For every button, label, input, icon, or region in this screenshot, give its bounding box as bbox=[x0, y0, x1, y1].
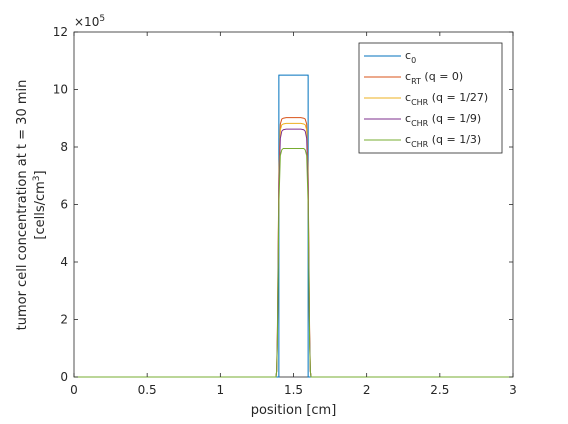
y-tick-label: 0 bbox=[60, 370, 68, 384]
y-tick-label: 4 bbox=[60, 255, 68, 269]
x-tick-label: 2.5 bbox=[430, 383, 449, 397]
legend-label-tail: (q = 1/9) bbox=[428, 112, 481, 125]
x-tick-label: 0.5 bbox=[138, 383, 157, 397]
series-layer bbox=[74, 74, 513, 378]
legend-label-sub: CHR bbox=[411, 98, 429, 107]
x-tick-label: 1 bbox=[217, 383, 225, 397]
y-axis-label: tumor cell concentration at t = 30 min [… bbox=[15, 80, 48, 331]
series-line-4 bbox=[74, 147, 513, 378]
legend-label-4: cCHR (q = 1/3) bbox=[405, 133, 481, 149]
x-axis-label: position [cm] bbox=[251, 403, 337, 418]
legend-label-sub: 0 bbox=[411, 56, 416, 65]
legend-label-1: cRT (q = 0) bbox=[405, 70, 463, 86]
x-tick-label: 2 bbox=[363, 383, 371, 397]
y-tick-label: 2 bbox=[60, 313, 68, 327]
legend-label-main: c bbox=[405, 112, 411, 125]
legend-label-main: c bbox=[405, 133, 411, 146]
x-tick-label: 3 bbox=[509, 383, 517, 397]
legend-label-tail: (q = 0) bbox=[421, 70, 463, 83]
y-axis-label-unit-sup: 3 bbox=[32, 175, 42, 181]
y-tick-label: 8 bbox=[60, 140, 68, 154]
legend-label-sub: RT bbox=[411, 77, 421, 86]
legend-label-main: c bbox=[405, 91, 411, 104]
legend-label-sub: CHR bbox=[411, 119, 429, 128]
legend-label-0: c0 bbox=[405, 49, 416, 65]
y-exponent-power: 5 bbox=[99, 14, 105, 24]
legend-label-main: c bbox=[405, 70, 411, 83]
tick-layer: 0 0.5 1 1.5 2 2.5 3 0 2 4 6 8 10 12 bbox=[53, 25, 517, 397]
y-axis-label-line2: [cells/cm3] bbox=[32, 170, 48, 239]
y-exponent-base: ×10 bbox=[74, 15, 99, 29]
y-tick-label: 10 bbox=[53, 83, 68, 97]
y-axis-label-unit-suffix: ] bbox=[33, 170, 48, 175]
y-axis-label-unit-prefix: [cells/cm bbox=[33, 181, 48, 239]
legend-label-tail: (q = 1/3) bbox=[428, 133, 481, 146]
y-exponent-label: ×105 bbox=[74, 14, 105, 29]
y-tick-label: 12 bbox=[53, 25, 68, 39]
legend-label-tail: (q = 1/27) bbox=[428, 91, 488, 104]
y-tick-label: 6 bbox=[60, 198, 68, 212]
legend-label-sub: CHR bbox=[411, 140, 429, 149]
x-tick-label: 1.5 bbox=[284, 383, 303, 397]
x-tick-label: 0 bbox=[70, 383, 78, 397]
y-axis-label-line1: tumor cell concentration at t = 30 min bbox=[15, 80, 30, 331]
legend-label-3: cCHR (q = 1/9) bbox=[405, 112, 481, 128]
legend-label-2: cCHR (q = 1/27) bbox=[405, 91, 488, 107]
legend-label-main: c bbox=[405, 49, 411, 62]
